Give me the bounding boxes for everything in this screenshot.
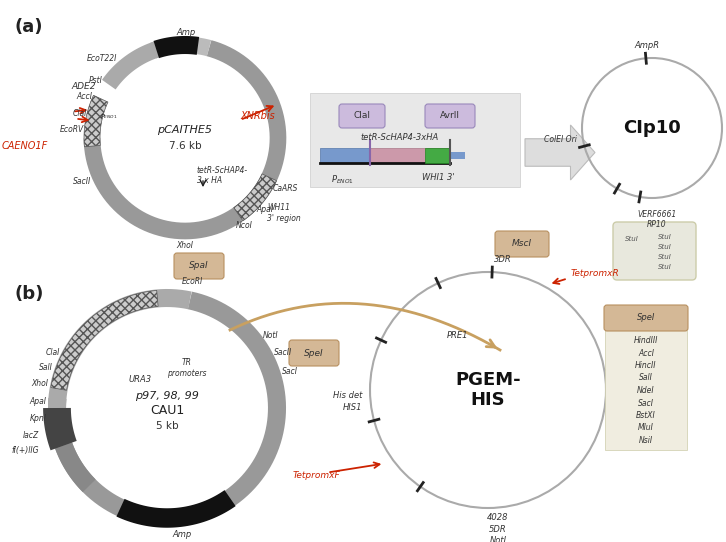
Text: EcoRI: EcoRI (182, 277, 203, 286)
Text: EcoT22I: EcoT22I (87, 54, 118, 63)
Text: AmpR: AmpR (635, 41, 659, 50)
Text: NotI: NotI (263, 331, 279, 340)
Text: WHI1 3': WHI1 3' (422, 173, 454, 182)
Text: SpaI: SpaI (189, 261, 209, 270)
Text: XNRbis: XNRbis (240, 111, 274, 121)
Text: CAENO1F: CAENO1F (2, 141, 48, 151)
Text: Amp: Amp (172, 530, 192, 539)
Text: MluI: MluI (638, 423, 654, 433)
FancyBboxPatch shape (604, 305, 688, 331)
Text: ADE2: ADE2 (71, 82, 96, 91)
Text: Amp: Amp (176, 28, 195, 37)
Bar (450, 152, 465, 159)
Text: CaARS: CaARS (272, 184, 298, 193)
Text: tetR-ScHAP4-
3 x HA: tetR-ScHAP4- 3 x HA (197, 166, 248, 185)
Text: ColEI Ori: ColEI Ori (544, 136, 577, 145)
Text: PstI: PstI (89, 75, 102, 85)
Text: HIS: HIS (470, 391, 505, 409)
Text: (b): (b) (15, 285, 44, 303)
Text: StuI: StuI (625, 236, 639, 242)
Text: MscI: MscI (512, 240, 532, 248)
Text: tetR-ScHAP4-3xHA: tetR-ScHAP4-3xHA (361, 132, 439, 141)
Text: SacII: SacII (274, 348, 293, 357)
Text: ClaI: ClaI (46, 348, 60, 357)
Text: TetpromxR: TetpromxR (571, 269, 619, 278)
Text: CAU1: CAU1 (150, 404, 184, 417)
FancyBboxPatch shape (339, 104, 385, 128)
Text: AvrII: AvrII (440, 112, 460, 120)
Text: $P_{ENO1}$: $P_{ENO1}$ (100, 112, 118, 121)
Text: EcoRV: EcoRV (60, 125, 84, 134)
Text: URA3: URA3 (129, 376, 152, 384)
Bar (370, 148, 450, 163)
Text: ApaI: ApaI (256, 205, 274, 214)
Text: NcoI: NcoI (235, 221, 253, 230)
Text: 5DR: 5DR (489, 525, 507, 534)
Text: NsiI: NsiI (639, 436, 653, 445)
Text: ClaI: ClaI (73, 109, 87, 118)
FancyBboxPatch shape (289, 340, 339, 366)
Polygon shape (234, 174, 277, 221)
Text: BstXI: BstXI (636, 411, 656, 420)
Bar (425, 148, 450, 163)
Text: ApaI: ApaI (29, 397, 46, 406)
Polygon shape (51, 291, 158, 390)
Text: $P_{ENO1}$: $P_{ENO1}$ (330, 173, 354, 185)
Text: VERF6661: VERF6661 (637, 210, 677, 219)
Text: StuI: StuI (658, 264, 672, 270)
FancyBboxPatch shape (495, 231, 549, 257)
FancyBboxPatch shape (310, 93, 520, 187)
Text: KpnI: KpnI (30, 414, 46, 423)
Text: PRE1: PRE1 (447, 331, 469, 339)
Bar (320, 148, 370, 163)
Text: SacI: SacI (638, 398, 654, 408)
Text: TetpromxF: TetpromxF (293, 471, 340, 480)
Text: SpeI: SpeI (304, 349, 324, 358)
Text: HIS1: HIS1 (343, 403, 362, 411)
FancyBboxPatch shape (613, 222, 696, 280)
Text: NdeI: NdeI (637, 386, 655, 395)
Text: p97, 98, 99: p97, 98, 99 (135, 391, 199, 401)
Text: PGEM-: PGEM- (455, 371, 521, 389)
Text: pCAITHE5: pCAITHE5 (158, 125, 213, 135)
Polygon shape (525, 125, 595, 180)
Text: lacZ: lacZ (23, 431, 39, 441)
Text: SalI: SalI (39, 363, 53, 372)
Text: StuI: StuI (658, 234, 672, 240)
Text: HindIII: HindIII (634, 336, 658, 345)
Text: SacII: SacII (73, 177, 91, 186)
Text: XhoI: XhoI (176, 241, 194, 250)
Text: AccI: AccI (638, 349, 654, 358)
Text: His det: His det (333, 390, 362, 399)
Text: StuI: StuI (658, 244, 672, 250)
Text: 5 kb: 5 kb (155, 421, 179, 431)
Text: TR
promoters: TR promoters (167, 358, 207, 378)
FancyBboxPatch shape (174, 253, 224, 279)
Text: ClaI: ClaI (354, 112, 370, 120)
Text: CIp10: CIp10 (623, 119, 681, 137)
Text: 7.6 kb: 7.6 kb (168, 141, 201, 151)
Text: fI(+)lIG: fI(+)lIG (12, 446, 39, 455)
Text: SalI: SalI (639, 373, 653, 383)
Text: XhoI: XhoI (31, 379, 49, 388)
Text: SacI: SacI (282, 367, 298, 376)
Text: WH11
3' region: WH11 3' region (267, 203, 301, 223)
Text: 3DR: 3DR (494, 255, 512, 264)
Text: (a): (a) (15, 18, 44, 36)
Text: SpeI: SpeI (637, 313, 655, 322)
FancyBboxPatch shape (425, 104, 475, 128)
Text: StuI: StuI (658, 254, 672, 260)
Text: RP10: RP10 (647, 220, 666, 229)
Text: HincII: HincII (635, 361, 657, 370)
Text: 4028: 4028 (487, 513, 509, 522)
Text: AccI: AccI (77, 93, 93, 101)
Text: NotI: NotI (489, 536, 507, 542)
FancyBboxPatch shape (605, 326, 687, 450)
Polygon shape (84, 95, 108, 147)
